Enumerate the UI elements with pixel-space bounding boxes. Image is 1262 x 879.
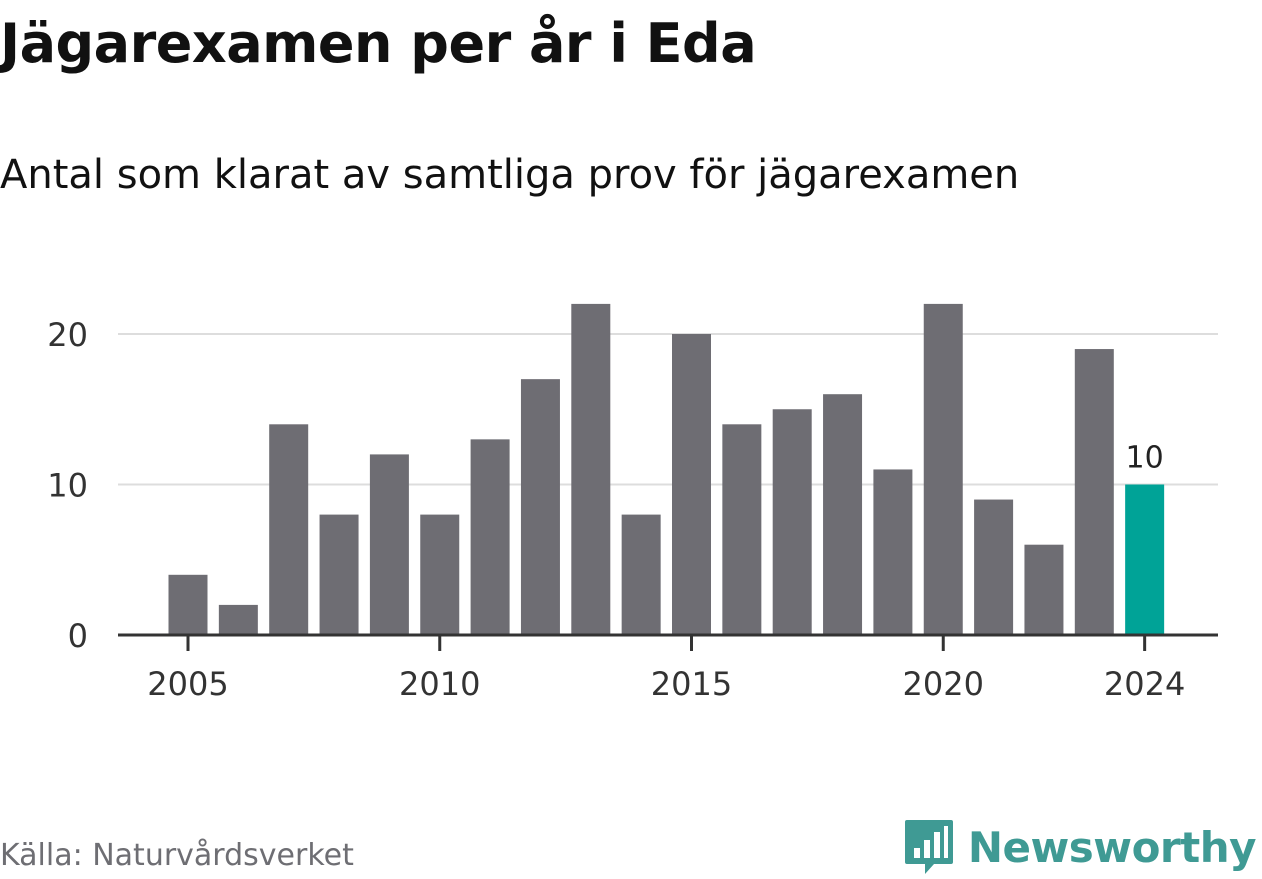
source-note: Källa: Naturvårdsverket: [0, 838, 354, 873]
bar-2008: [319, 514, 359, 635]
x-tick-label: 2005: [147, 665, 228, 703]
chart-title: Jägarexamen per år i Eda: [0, 12, 757, 75]
bar-2022: [1024, 544, 1064, 635]
bar-2012: [520, 379, 560, 635]
x-tick-label: 2024: [1104, 665, 1185, 703]
bar-2014: [621, 514, 661, 635]
bar-2021: [974, 499, 1014, 635]
labels: 0 10 20 2005 2010 2015 2020 2024 10: [47, 316, 1185, 703]
bar-2007: [269, 424, 309, 635]
x-tick-label: 2015: [651, 665, 732, 703]
bar-2016: [722, 424, 762, 635]
y-tick-label: 0: [68, 617, 88, 655]
brand-logo: Newsworthy: [904, 818, 1257, 876]
x-tick-label: 2010: [399, 665, 480, 703]
bar-2020: [923, 303, 963, 635]
bar-2017: [772, 409, 812, 635]
bar-chart-speech-bubble-icon: [904, 820, 953, 874]
bar-2024: [1125, 484, 1165, 635]
data-label-2024: 10: [1126, 441, 1164, 476]
x-tick-label: 2020: [903, 665, 984, 703]
bar-2005: [168, 574, 208, 635]
bar-2019: [873, 469, 913, 635]
bar-2009: [369, 454, 409, 635]
bar-2013: [571, 303, 611, 635]
y-tick-label: 20: [47, 316, 88, 354]
bars: [168, 303, 1165, 635]
y-tick-label: 10: [47, 467, 88, 505]
bar-2018: [823, 394, 863, 635]
axes: [118, 633, 1218, 651]
bar-2010: [420, 514, 460, 635]
bar-2006: [218, 604, 258, 635]
brand-name: Newsworthy: [967, 822, 1257, 872]
bar-2011: [470, 439, 510, 635]
chart-subtitle: Antal som klarat av samtliga prov för jä…: [0, 152, 1020, 198]
bar-2023: [1074, 349, 1114, 635]
bar-2015: [672, 334, 711, 635]
